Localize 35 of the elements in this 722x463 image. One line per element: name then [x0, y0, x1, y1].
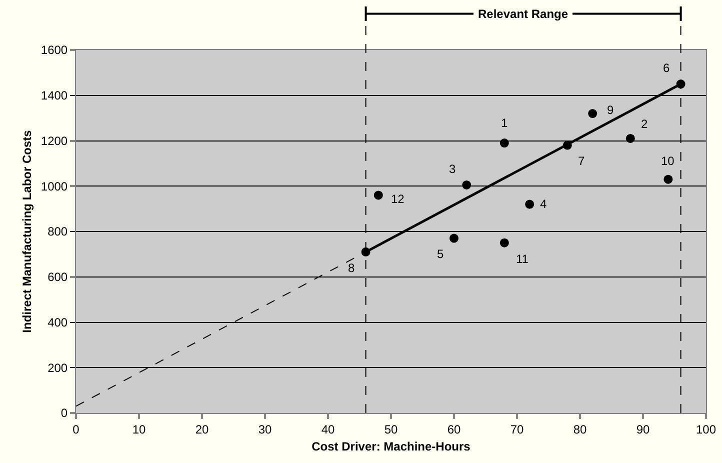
x-tick-label: 10: [132, 422, 146, 436]
x-tick-label: 60: [447, 422, 461, 436]
y-tick-label: 400: [48, 315, 68, 330]
annotation: 9: [607, 103, 614, 117]
annotation: 7: [578, 154, 585, 168]
x-tick-label: 0: [72, 422, 80, 436]
annotation: 3: [449, 162, 456, 176]
annotation: 10: [661, 154, 675, 168]
x-tick-label: 20: [195, 422, 209, 436]
y-tick-label: 0: [60, 406, 68, 420]
annotation: 8: [348, 261, 355, 275]
x-tick-label: 40: [321, 422, 335, 436]
y-axis-title: Indirect Manufacturing Labor Costs: [20, 130, 34, 333]
y-tick-label: 1600: [40, 43, 68, 58]
x-tick-label: 100: [696, 422, 716, 436]
y-tick-label: 1400: [40, 88, 68, 103]
y-tick-label: 200: [48, 360, 68, 375]
x-tick-label: 80: [573, 422, 587, 436]
x-axis-title: Cost Driver: Machine-Hours: [312, 439, 471, 454]
annotation: 2: [641, 117, 648, 131]
annotation: 1: [501, 116, 508, 130]
annotation: 6: [663, 61, 670, 75]
y-tick-label: 800: [48, 224, 68, 239]
annotation: 4: [540, 197, 547, 211]
y-tick-label: 600: [48, 270, 68, 284]
x-tick-label: 30: [258, 422, 272, 436]
x-tick-label: 70: [510, 422, 524, 436]
annotation: 12: [391, 192, 405, 206]
x-tick-label: 50: [384, 422, 398, 436]
annotation: 11: [516, 252, 529, 266]
x-tick-label: 90: [636, 422, 650, 436]
annotation: 5: [437, 247, 444, 261]
y-tick-label: 1000: [40, 179, 68, 194]
text: Relevant Range: [478, 7, 568, 21]
y-tick-label: 1200: [40, 134, 68, 148]
